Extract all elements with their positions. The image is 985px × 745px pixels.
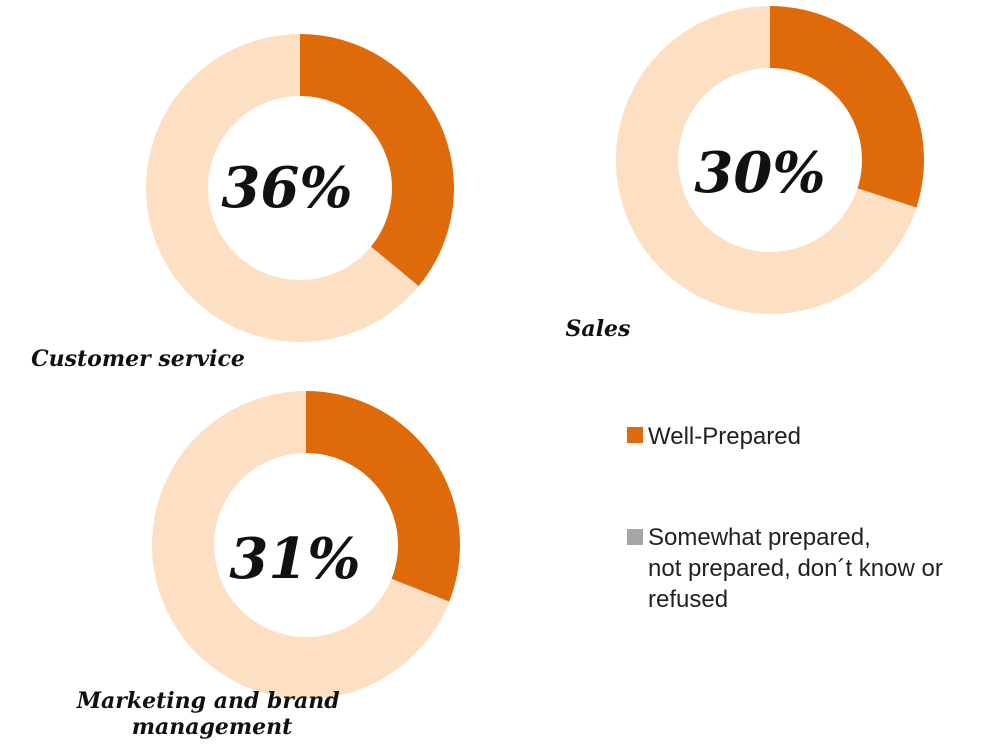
legend-swatch-other (627, 529, 643, 545)
donut-slice-other (146, 34, 419, 342)
donut-slice-other (152, 391, 450, 699)
donut-center-label: 36% (221, 155, 352, 221)
donut-marketing: 31% (152, 391, 461, 699)
legend-label-other: Somewhat prepared, not prepared, don´t k… (648, 524, 950, 613)
donut-sales: 30% (615, 6, 925, 315)
donut-slice-other (615, 6, 917, 315)
donut-title-sales: Sales (566, 316, 631, 342)
donut-title-marketing: Marketing and brand management (76, 688, 348, 740)
donut-slice-well-prepared (306, 391, 461, 602)
donut-customer-service: 36% (146, 34, 454, 342)
legend: Well-Prepared Somewhat prepared, not pre… (627, 423, 950, 613)
donut-title-customer-service: Customer service (31, 346, 245, 372)
legend-label-well-prepared: Well-Prepared (648, 423, 801, 450)
donut-slice-well-prepared (770, 6, 925, 208)
donut-center-label: 31% (229, 526, 360, 592)
donut-center-label: 30% (694, 140, 825, 206)
donut-slice-well-prepared (300, 34, 454, 287)
legend-swatch-well-prepared (627, 427, 643, 443)
